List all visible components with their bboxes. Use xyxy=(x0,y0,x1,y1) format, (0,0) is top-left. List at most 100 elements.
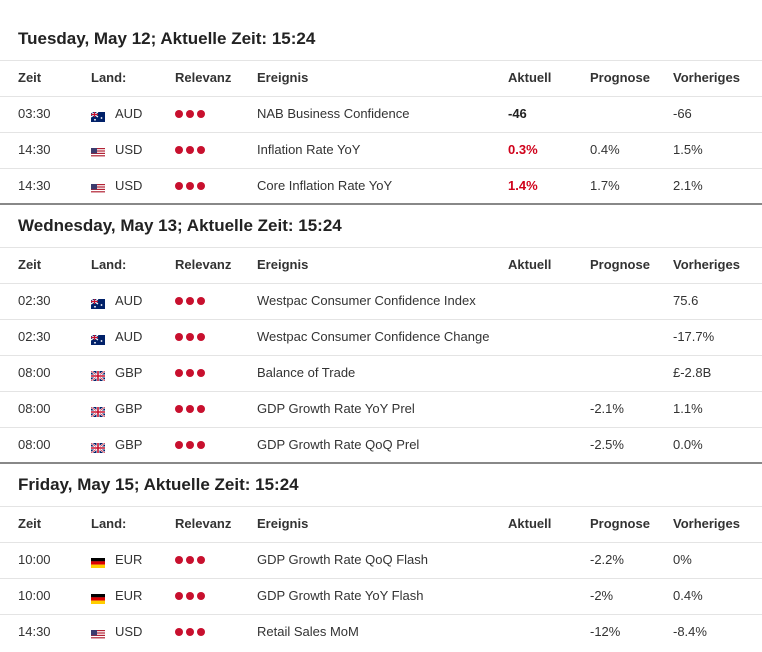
column-header: Zeit xyxy=(18,257,42,272)
previous-value: 1.1% xyxy=(673,401,703,416)
relevance-dot xyxy=(197,441,205,449)
country-flag xyxy=(91,555,105,573)
country-flag xyxy=(90,368,106,386)
relevance-dot xyxy=(175,441,183,449)
column-header: Ereignis xyxy=(257,516,309,531)
actual-value: 1.4% xyxy=(508,178,538,193)
row-border xyxy=(0,506,762,507)
column-header: Prognose xyxy=(590,257,650,272)
country-code: EUR xyxy=(115,552,143,567)
event-name[interactable]: GDP Growth Rate YoY Prel xyxy=(257,401,415,416)
event-name[interactable]: NAB Business Confidence xyxy=(257,106,410,121)
column-header: Aktuell xyxy=(508,516,552,531)
relevance-dot xyxy=(186,592,194,600)
country-flag xyxy=(91,627,105,645)
event-name[interactable]: Retail Sales MoM xyxy=(257,624,359,639)
time-value: 10:00 xyxy=(18,552,51,567)
relevance-dot xyxy=(175,592,183,600)
time-value: 08:00 xyxy=(18,401,51,416)
relevance-dot xyxy=(197,369,205,377)
country-flag xyxy=(90,332,105,350)
event-name[interactable]: Inflation Rate YoY xyxy=(257,142,361,157)
relevance-dot xyxy=(186,333,194,341)
column-header: Vorheriges xyxy=(673,257,740,272)
column-header: Ereignis xyxy=(257,257,309,272)
section-separator xyxy=(0,203,762,205)
relevance-dot xyxy=(186,628,194,636)
section-title: Friday, May 15; Aktuelle Zeit: 15:24 xyxy=(18,475,299,494)
country-flag xyxy=(90,404,106,422)
column-header: Prognose xyxy=(590,516,650,531)
row-border xyxy=(0,578,762,579)
column-header: Aktuell xyxy=(508,257,552,272)
flag-icon xyxy=(91,184,105,194)
relevance-dot xyxy=(197,333,205,341)
row-border xyxy=(0,355,762,356)
forecast-value: -2% xyxy=(590,588,614,603)
previous-value: 0% xyxy=(673,552,692,567)
previous-value: -17.7% xyxy=(673,329,715,344)
flag-icon xyxy=(90,111,105,122)
column-header: Land: xyxy=(91,70,127,85)
row-border xyxy=(0,247,762,248)
country-code: AUD xyxy=(115,293,143,308)
flag-icon xyxy=(91,558,105,568)
relevance-dot xyxy=(197,297,205,305)
actual-value: 0.3% xyxy=(508,142,538,157)
relevance-dot xyxy=(197,405,205,413)
forecast-value: -2.1% xyxy=(590,401,624,416)
row-border xyxy=(0,319,762,320)
relevance-dot xyxy=(186,110,194,118)
row-border xyxy=(0,168,762,169)
country-flag xyxy=(90,440,106,458)
relevance-dot xyxy=(175,333,183,341)
column-header: Relevanz xyxy=(175,257,232,272)
relevance-dot xyxy=(186,556,194,564)
time-value: 14:30 xyxy=(18,624,51,639)
time-value: 14:30 xyxy=(18,142,51,157)
column-header: Land: xyxy=(91,257,127,272)
column-header: Prognose xyxy=(590,70,650,85)
column-header: Zeit xyxy=(18,70,42,85)
row-border xyxy=(0,427,762,428)
country-code: GBP xyxy=(115,437,143,452)
relevance-dot xyxy=(186,405,194,413)
column-header: Land: xyxy=(91,516,127,531)
event-name[interactable]: Balance of Trade xyxy=(257,365,356,380)
forecast-value: 1.7% xyxy=(590,178,620,193)
column-header: Ereignis xyxy=(257,70,309,85)
event-name[interactable]: Core Inflation Rate YoY xyxy=(257,178,393,193)
flag-icon xyxy=(90,334,105,345)
country-code: AUD xyxy=(115,329,143,344)
time-value: 03:30 xyxy=(18,106,51,121)
previous-value: 0.0% xyxy=(673,437,703,452)
relevance-dot xyxy=(186,182,194,190)
relevance-dot xyxy=(197,146,205,154)
row-border xyxy=(0,60,762,61)
event-name[interactable]: Westpac Consumer Confidence Change xyxy=(257,329,490,344)
relevance-dot xyxy=(175,182,183,190)
time-value: 02:30 xyxy=(18,293,51,308)
column-header: Zeit xyxy=(18,516,42,531)
time-value: 14:30 xyxy=(18,178,51,193)
section-separator xyxy=(0,462,762,464)
column-header: Relevanz xyxy=(175,70,232,85)
flag-icon xyxy=(90,442,106,454)
event-name[interactable]: Westpac Consumer Confidence Index xyxy=(257,293,476,308)
relevance-dot xyxy=(186,146,194,154)
flag-icon xyxy=(91,148,105,158)
previous-value: £-2.8B xyxy=(673,365,712,380)
relevance-dot xyxy=(175,297,183,305)
event-name[interactable]: GDP Growth Rate QoQ Prel xyxy=(257,437,420,452)
column-header: Vorheriges xyxy=(673,70,740,85)
forecast-value: -2.5% xyxy=(590,437,624,452)
previous-value: 75.6 xyxy=(673,293,699,308)
country-flag xyxy=(91,181,105,199)
country-flag xyxy=(90,109,105,127)
event-name[interactable]: GDP Growth Rate YoY Flash xyxy=(257,588,424,603)
relevance-dot xyxy=(186,441,194,449)
event-name[interactable]: GDP Growth Rate QoQ Flash xyxy=(257,552,428,567)
country-code: GBP xyxy=(115,401,143,416)
relevance-dot xyxy=(186,369,194,377)
